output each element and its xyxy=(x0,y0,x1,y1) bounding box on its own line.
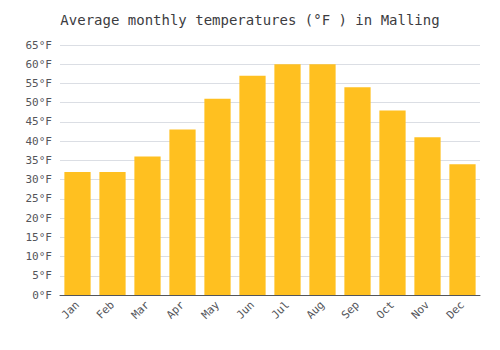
svg-text:Sep: Sep xyxy=(339,298,362,321)
svg-text:55°F: 55°F xyxy=(26,77,53,90)
svg-text:Aug: Aug xyxy=(304,298,327,321)
svg-text:5°F: 5°F xyxy=(32,269,52,282)
svg-text:May: May xyxy=(199,298,222,321)
svg-text:Apr: Apr xyxy=(164,298,187,321)
svg-text:Feb: Feb xyxy=(94,298,117,321)
svg-text:60°F: 60°F xyxy=(26,58,53,71)
svg-text:50°F: 50°F xyxy=(26,96,53,109)
svg-text:25°F: 25°F xyxy=(26,192,53,205)
svg-text:Jul: Jul xyxy=(269,298,292,321)
svg-text:Average monthly temperatures (: Average monthly temperatures (°F ) in Ma… xyxy=(60,12,439,28)
svg-text:0°F: 0°F xyxy=(32,289,52,302)
svg-text:20°F: 20°F xyxy=(26,212,53,225)
svg-text:Jan: Jan xyxy=(59,298,82,321)
svg-text:Mar: Mar xyxy=(129,298,152,321)
svg-text:15°F: 15°F xyxy=(26,231,53,244)
svg-text:65°F: 65°F xyxy=(26,39,53,52)
svg-text:Dec: Dec xyxy=(444,298,467,321)
svg-text:Oct: Oct xyxy=(374,298,397,321)
svg-text:30°F: 30°F xyxy=(26,173,53,186)
svg-text:Nov: Nov xyxy=(409,298,432,321)
svg-text:Jun: Jun xyxy=(234,298,257,321)
svg-text:35°F: 35°F xyxy=(26,154,53,167)
svg-text:40°F: 40°F xyxy=(26,135,53,148)
svg-text:10°F: 10°F xyxy=(26,250,53,263)
svg-text:45°F: 45°F xyxy=(26,115,53,128)
